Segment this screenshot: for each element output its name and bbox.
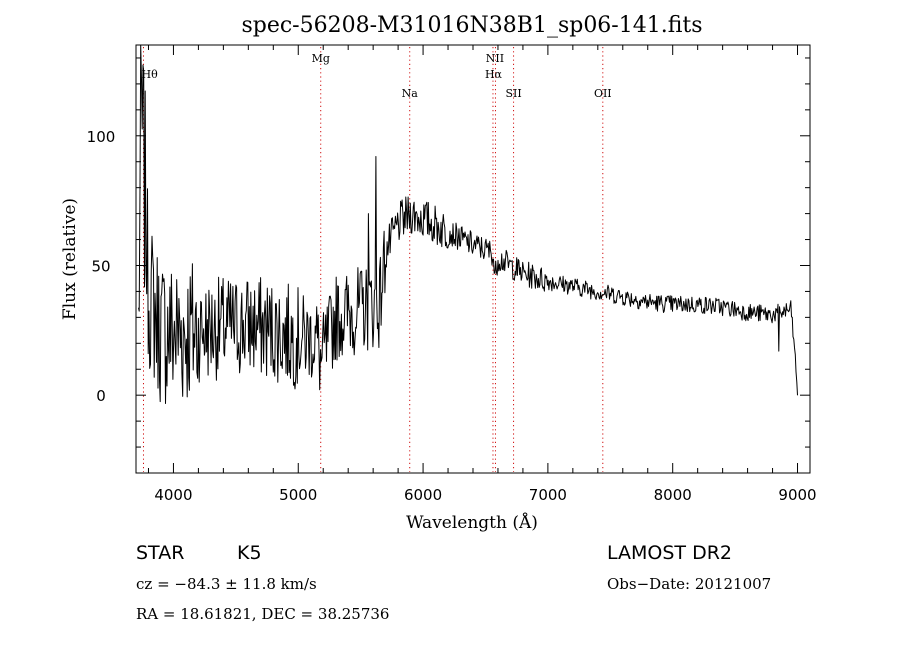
y-axis-label: Flux (relative) (60, 198, 80, 320)
chart-title: spec-56208-M31016N38B1_sp06-141.fits (241, 13, 702, 38)
observation-date: Obs−Date: 20121007 (607, 575, 772, 593)
redshift-velocity: cz = −84.3 ± 11.8 km/s (136, 575, 317, 593)
x-tick-label: 8000 (654, 486, 692, 504)
y-tick-label: 100 (87, 128, 116, 146)
plot-frame (135, 44, 811, 474)
x-tick-label: 9000 (778, 486, 816, 504)
spectral-line-label: SII (505, 87, 521, 100)
survey-release: LAMOST DR2 (607, 542, 732, 564)
spectral-line-label: OII (594, 87, 612, 100)
axis-tick-labels: 4000 5000 6000 7000 8000 9000 0 50 100 (87, 128, 817, 504)
x-axis-label: Wavelength (Å) (406, 512, 538, 533)
ra-dec-coordinates: RA = 18.61821, DEC = 38.25736 (136, 605, 390, 623)
x-tick-label: 6000 (404, 486, 442, 504)
x-tick-label: 5000 (279, 486, 317, 504)
y-tick-label: 0 (96, 387, 106, 405)
x-tick-label: 4000 (154, 486, 192, 504)
x-tick-label: 7000 (529, 486, 567, 504)
spectral-line-label: NII (486, 52, 504, 65)
spectral-line-label: Hθ (141, 68, 158, 81)
spectral-line-label: Na (402, 87, 419, 100)
object-subclass: K5 (237, 542, 262, 564)
spectrum-series-line (138, 44, 798, 404)
y-tick-label: 50 (91, 257, 110, 275)
object-class: STAR (136, 542, 185, 564)
spectral-line-label: Mg (312, 52, 330, 65)
spectral-line-label: Hα (485, 68, 503, 81)
axis-ticks (136, 45, 810, 473)
